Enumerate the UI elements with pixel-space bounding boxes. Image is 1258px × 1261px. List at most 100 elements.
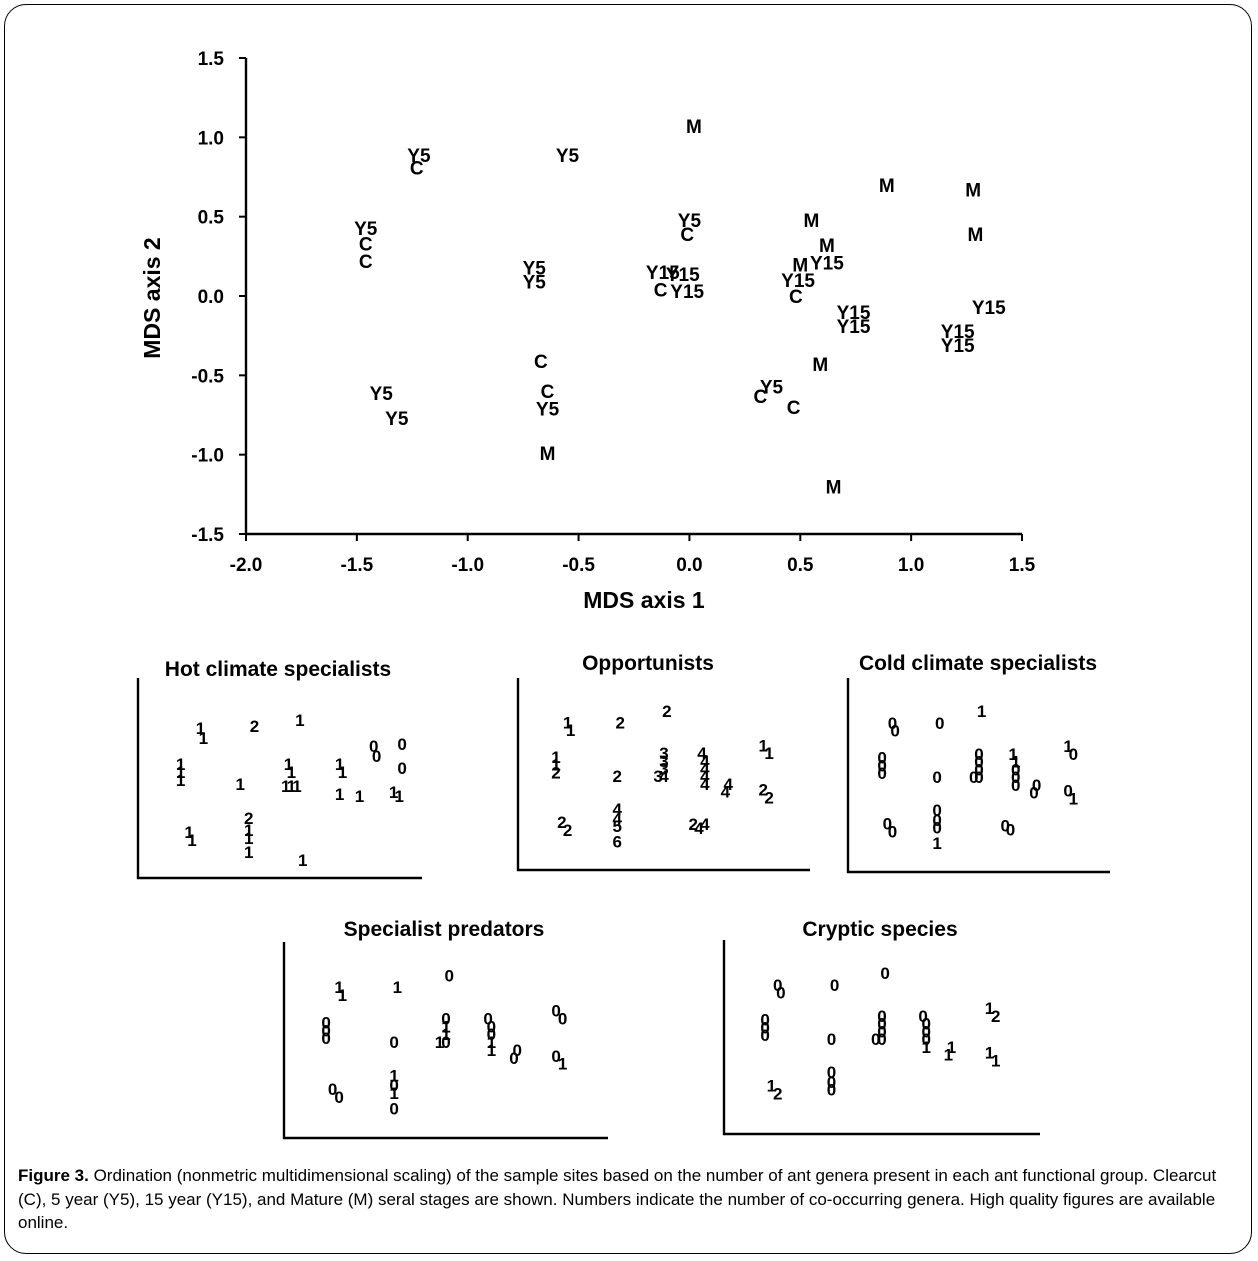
panel-data-point: 0 <box>922 1015 931 1034</box>
panel-data-point: 1 <box>1063 737 1072 756</box>
panel-data-point: 4 <box>697 744 707 763</box>
figure-frame <box>4 4 1252 1254</box>
data-point: Y5 <box>370 384 394 405</box>
panel-data-point: 0 <box>551 1002 560 1021</box>
panel-data-point: 1 <box>558 1055 567 1074</box>
x-tick-label: 1.0 <box>898 555 924 576</box>
y-tick-label: 1.5 <box>198 49 225 70</box>
data-point: C <box>787 398 801 419</box>
panel-data-point: 0 <box>877 1022 886 1041</box>
data-point: M <box>968 225 984 246</box>
data-point: Y15 <box>666 265 700 286</box>
data-point: Y5 <box>536 400 560 421</box>
data-point: C <box>541 382 555 403</box>
panel-data-point: 0 <box>974 745 983 764</box>
y-tick-label: 0.5 <box>198 208 225 229</box>
y-tick-label: -1.0 <box>191 446 224 467</box>
panel-data-point: 0 <box>389 1076 398 1095</box>
panel-data-point: 0 <box>880 964 889 983</box>
panel-data-point: 0 <box>877 764 886 783</box>
panel-data-point: 0 <box>877 1007 886 1026</box>
data-point: Y5 <box>678 211 702 232</box>
caption-text: Ordination (nonmetric multidimensional s… <box>18 1166 1217 1232</box>
panel-data-point: 1 <box>389 1066 398 1085</box>
panel-data-point: 1 <box>551 756 560 775</box>
data-point: M <box>803 211 819 232</box>
panel-data-point: 1 <box>563 713 572 732</box>
data-point: M <box>879 176 895 197</box>
panel-data-point: 1 <box>199 729 208 748</box>
panel-data-point: 1 <box>932 834 941 853</box>
panel-data-point: 0 <box>877 756 886 775</box>
data-point: Y5 <box>523 258 547 279</box>
x-tick-label: -0.5 <box>562 555 595 576</box>
panel-data-point: 0 <box>397 759 406 778</box>
panel-data-point: 1 <box>335 785 344 804</box>
panel-data-point: 0 <box>1063 782 1072 801</box>
data-point: Y15 <box>837 317 871 338</box>
panel-data-point: 0 <box>441 1010 450 1029</box>
x-tick-label: 0.5 <box>787 555 814 576</box>
data-point: Y5 <box>556 146 580 167</box>
x-axis-title: MDS axis 1 <box>583 587 705 613</box>
panel-data-point: 2 <box>557 813 566 832</box>
panel-data-point: 0 <box>321 1021 330 1040</box>
panel-data-point: 3 <box>653 767 662 786</box>
y-tick-label: 1.0 <box>198 128 224 149</box>
data-point: Y15 <box>972 298 1006 319</box>
data-point: C <box>359 252 373 273</box>
panel-data-point: 1 <box>244 821 253 840</box>
panel-data-point: 0 <box>321 1013 330 1032</box>
panel-data-point: 1 <box>292 777 301 796</box>
panel-data-point: 1 <box>764 744 773 763</box>
panel-data-point: 4 <box>694 819 704 838</box>
panel-data-point: 2 <box>563 821 572 840</box>
panel-data-point: 0 <box>389 1033 398 1052</box>
data-point: Y15 <box>941 322 975 343</box>
panel-data-point: 1 <box>389 1084 398 1103</box>
panel-data-point: 4 <box>700 815 710 834</box>
panel-data-point: 1 <box>441 1025 450 1044</box>
panel-data-point: 1 <box>977 702 986 721</box>
panel-data-point: 3 <box>659 759 668 778</box>
panel-data-point: 0 <box>877 1015 886 1034</box>
data-point: Y5 <box>523 273 547 294</box>
panel-data-point: 4 <box>659 767 669 786</box>
x-tick-label: 1.5 <box>1009 555 1036 576</box>
panel-data-point: 0 <box>1029 784 1038 803</box>
panel-data-point: 1 <box>287 763 296 782</box>
panel-data-point: 0 <box>760 1026 769 1045</box>
panel-data-point: 0 <box>483 1010 492 1029</box>
data-point: C <box>534 352 548 373</box>
panel-data-point: 0 <box>918 1007 927 1026</box>
panel-title: Cold climate specialists <box>859 652 1097 675</box>
data-point: M <box>792 255 808 276</box>
panel-data-point: 1 <box>295 711 304 730</box>
panel-data-point: 1 <box>435 1033 444 1052</box>
panel-data-point: 1 <box>334 978 343 997</box>
panel-data-point: 0 <box>1069 745 1078 764</box>
data-point: C <box>410 158 424 179</box>
caption-label: Figure 3. <box>18 1166 89 1185</box>
data-point: Y15 <box>781 271 815 292</box>
data-point: M <box>686 117 702 138</box>
panel-data-point: 1 <box>767 1077 776 1096</box>
data-point: C <box>754 387 768 408</box>
panel-data-point: 0 <box>445 966 454 985</box>
panel-data-point: 0 <box>922 1030 931 1049</box>
panel-data-point: 0 <box>827 1073 836 1092</box>
panel-data-point: 0 <box>558 1010 567 1029</box>
panel-title: Hot climate specialists <box>165 658 391 681</box>
panel-data-point: 2 <box>244 809 253 828</box>
panel-data-point: 0 <box>1000 817 1009 836</box>
panel-data-point: 0 <box>334 1088 343 1107</box>
panel-data-point: 0 <box>827 1063 836 1082</box>
panel-data-point: 0 <box>883 815 892 834</box>
panel-data-point: 4 <box>700 775 710 794</box>
data-point: C <box>359 235 373 256</box>
data-point: M <box>826 477 842 498</box>
panel-data-point: 4 <box>721 783 731 802</box>
panel-data-point: 0 <box>890 722 899 741</box>
